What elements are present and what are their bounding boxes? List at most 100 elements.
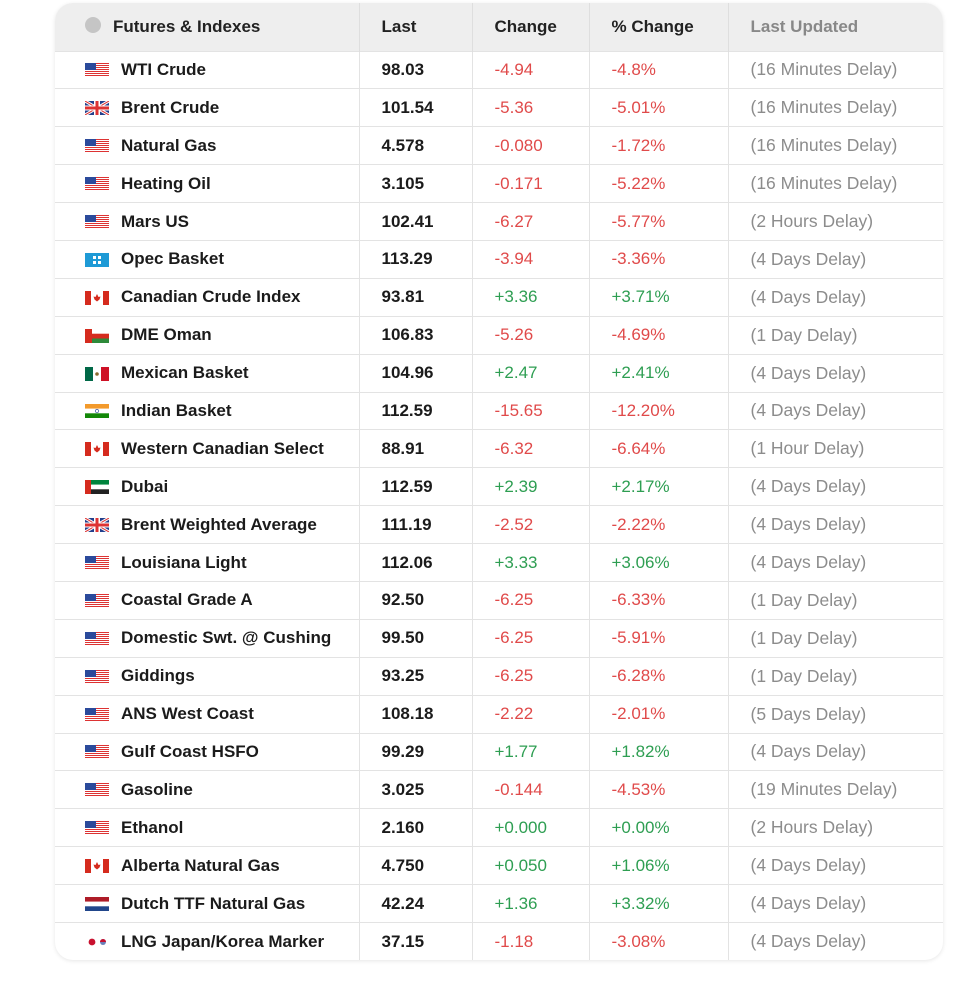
row-name-label[interactable]: Opec Basket	[121, 249, 224, 269]
cell-name[interactable]: Canadian Crude Index	[55, 278, 360, 317]
cell-name[interactable]: Coastal Grade A	[55, 581, 360, 620]
table-row[interactable]: Western Canadian Select 88.91 -6.32 -6.64% (…	[55, 429, 943, 468]
cell-pct-change: +1.82%	[589, 733, 729, 771]
row-name-label[interactable]: Western Canadian Select	[121, 438, 324, 458]
cell-name[interactable]: Opec Basket	[55, 240, 360, 279]
cell-pct-change: -4.53%	[589, 770, 729, 809]
opec-flag-icon	[85, 252, 109, 267]
cell-name[interactable]: Mars US	[55, 202, 360, 241]
table-row[interactable]: Opec Basket 113.29 -3.94 -3.36% (4 Days Dela…	[55, 240, 943, 279]
cell-change: -6.27	[472, 202, 590, 241]
header-last-updated[interactable]: Last Updated	[750, 16, 859, 36]
row-name-label[interactable]: WTI Crude	[121, 59, 206, 79]
cell-name[interactable]: Gasoline	[55, 770, 360, 809]
cell-name[interactable]: Heating Oil	[55, 164, 360, 203]
table-header: Futures & Indexes Last Change % Change L…	[55, 3, 943, 51]
row-name-label[interactable]: Ethanol	[121, 817, 184, 837]
row-name-label[interactable]: Canadian Crude Index	[121, 287, 301, 307]
cell-last-updated: (5 Days Delay)	[750, 703, 867, 724]
us-flag-icon	[85, 631, 109, 646]
row-name-label[interactable]: ANS West Coast	[121, 704, 254, 724]
row-name-label[interactable]: Gulf Coast HSFO	[121, 741, 259, 761]
cell-name[interactable]: DME Oman	[55, 316, 360, 355]
cell-name[interactable]: Ethanol	[55, 808, 360, 847]
table-row[interactable]: Natural Gas 4.578 -0.080 -1.72% (16 Minutes …	[55, 126, 943, 165]
cell-name[interactable]: Western Canadian Select	[55, 429, 360, 468]
header-futures-label: Futures & Indexes	[113, 16, 261, 36]
row-name-label[interactable]: LNG Japan/Korea Marker	[121, 931, 325, 951]
cell-name[interactable]: Giddings	[55, 657, 360, 696]
cell-name[interactable]: Natural Gas	[55, 126, 360, 165]
row-name-label[interactable]: Dubai	[121, 476, 169, 496]
row-name-label[interactable]: Heating Oil	[121, 173, 211, 193]
table-row[interactable]: Dutch TTF Natural Gas 42.24 +1.36 +3.32% (4 …	[55, 884, 943, 923]
cell-pct-change: -12.20%	[589, 392, 729, 430]
row-name-label[interactable]: Domestic Swt. @ Cushing	[121, 628, 332, 648]
cell-change: -2.52	[472, 505, 590, 544]
cell-name[interactable]: Brent Crude	[55, 88, 360, 127]
cell-last-updated: (4 Days Delay)	[750, 400, 867, 421]
table-row[interactable]: Brent Crude 101.54 -5.36 -5.01% (16 Minutes …	[55, 88, 943, 127]
us-flag-icon	[85, 669, 109, 684]
row-name-label[interactable]: Natural Gas	[121, 135, 217, 155]
table-row[interactable]: Brent Weighted Average 111.19 -2.52 -2.22% (…	[55, 505, 943, 544]
cell-name[interactable]: Louisiana Light	[55, 543, 360, 582]
table-row[interactable]: Giddings 93.25 -6.25 -6.28% (1 Day Delay)	[55, 657, 943, 696]
header-futures-indexes[interactable]: Futures & Indexes	[55, 3, 360, 51]
cell-last: 112.59	[359, 467, 473, 506]
row-name-label[interactable]: Dutch TTF Natural Gas	[121, 893, 306, 913]
table-row[interactable]: WTI Crude 98.03 -4.94 -4.8% (16 Minutes Dela…	[55, 51, 943, 89]
cell-name[interactable]: Dutch TTF Natural Gas	[55, 884, 360, 923]
row-name-label[interactable]: DME Oman	[121, 325, 212, 345]
table-row[interactable]: ANS West Coast 108.18 -2.22 -2.01% (5 Days D…	[55, 695, 943, 734]
cell-name[interactable]: Domestic Swt. @ Cushing	[55, 619, 360, 658]
table-row[interactable]: Dubai 112.59 +2.39 +2.17% (4 Days Delay)	[55, 467, 943, 506]
header-change[interactable]: Change	[472, 3, 590, 51]
us-flag-icon	[85, 707, 109, 722]
cell-pct-change: -3.08%	[589, 922, 729, 960]
table-body: WTI Crude 98.03 -4.94 -4.8% (16 Minutes Dela…	[55, 51, 943, 960]
row-name-label[interactable]: Mexican Basket	[121, 363, 249, 383]
table-row[interactable]: Mexican Basket 104.96 +2.47 +2.41% (4 Days D…	[55, 354, 943, 393]
table-row[interactable]: Gasoline 3.025 -0.144 -4.53% (19 Minutes Del…	[55, 770, 943, 809]
table-row[interactable]: Heating Oil 3.105 -0.171 -5.22% (16 Minutes …	[55, 164, 943, 203]
table-row[interactable]: DME Oman 106.83 -5.26 -4.69% (1 Day Delay)	[55, 316, 943, 355]
cell-last-updated: (16 Minutes Delay)	[750, 173, 898, 194]
cell-change: +0.050	[472, 846, 590, 885]
row-name-label[interactable]: Gasoline	[121, 779, 193, 799]
header-last[interactable]: Last	[359, 3, 473, 51]
row-name-label[interactable]: Mars US	[121, 211, 190, 231]
cell-name[interactable]: Alberta Natural Gas	[55, 846, 360, 885]
row-name-label[interactable]: Indian Basket	[121, 400, 232, 420]
cell-name[interactable]: LNG Japan/Korea Marker	[55, 922, 360, 960]
header-pct-change[interactable]: % Change	[589, 3, 729, 51]
row-name-label[interactable]: Coastal Grade A	[121, 590, 253, 610]
us-flag-icon	[85, 62, 109, 78]
row-name-label[interactable]: Alberta Natural Gas	[121, 855, 280, 875]
row-name-label[interactable]: Louisiana Light	[121, 552, 247, 572]
table-row[interactable]: Alberta Natural Gas 4.750 +0.050 +1.06% (4 D…	[55, 846, 943, 885]
table-row[interactable]: Domestic Swt. @ Cushing 99.50 -6.25 -5.91% (…	[55, 619, 943, 658]
cell-name[interactable]: ANS West Coast	[55, 695, 360, 734]
cell-name[interactable]: Mexican Basket	[55, 354, 360, 393]
table-row[interactable]: Louisiana Light 112.06 +3.33 +3.06% (4 Days …	[55, 543, 943, 582]
cell-name[interactable]: WTI Crude	[55, 51, 360, 89]
cell-name[interactable]: Indian Basket	[55, 392, 360, 430]
cell-name[interactable]: Brent Weighted Average	[55, 505, 360, 544]
row-name-label[interactable]: Brent Crude	[121, 97, 220, 117]
table-row[interactable]: Mars US 102.41 -6.27 -5.77% (2 Hours Delay)	[55, 202, 943, 241]
table-row[interactable]: Indian Basket 112.59 -15.65 -12.20% (4 Days …	[55, 392, 943, 430]
cell-change: -6.32	[472, 429, 590, 468]
table-row[interactable]: Coastal Grade A 92.50 -6.25 -6.33% (1 Day De…	[55, 581, 943, 620]
cell-name[interactable]: Dubai	[55, 467, 360, 506]
cell-name[interactable]: Gulf Coast HSFO	[55, 733, 360, 771]
netherlands-flag-icon	[85, 896, 109, 912]
cell-last: 108.18	[359, 695, 473, 734]
table-row[interactable]: Canadian Crude Index 93.81 +3.36 +3.71% (4 D…	[55, 278, 943, 317]
table-row[interactable]: Ethanol 2.160 +0.000 +0.00% (2 Hours Delay)	[55, 808, 943, 847]
table-row[interactable]: Gulf Coast HSFO 99.29 +1.77 +1.82% (4 Days D…	[55, 733, 943, 771]
cell-change: -0.144	[472, 770, 590, 809]
row-name-label[interactable]: Brent Weighted Average	[121, 514, 317, 534]
table-row[interactable]: LNG Japan/Korea Marker 37.15 -1.18 -3.08% (4…	[55, 922, 943, 960]
row-name-label[interactable]: Giddings	[121, 666, 195, 686]
